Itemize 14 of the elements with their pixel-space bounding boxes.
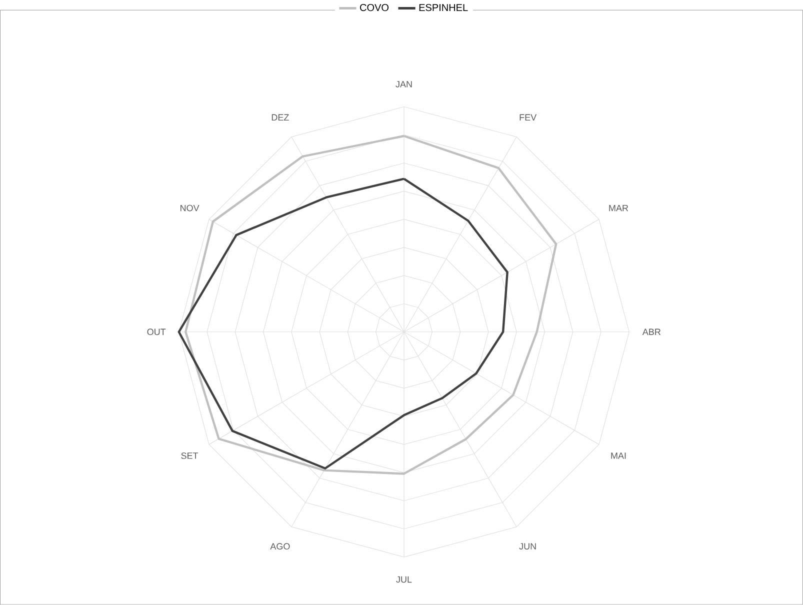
legend-label: COVO [360,4,389,12]
legend-label: ESPINHEL [419,4,468,12]
spoke-label: AGO [270,543,290,550]
spoke-label: SET [181,452,198,459]
spoke-label: OUT [147,328,166,336]
spoke-label: JAN [396,81,412,88]
spoke-label: MAI [611,452,626,459]
spoke-label: FEV [520,114,537,121]
spoke-label: DEZ [272,114,289,121]
spoke-label: NOV [180,204,200,212]
spoke-label: ABR [642,328,661,336]
spoke-label: MAR [609,205,628,212]
spoke-label: JUL [396,576,412,583]
spoke-label: JUN [519,543,536,550]
